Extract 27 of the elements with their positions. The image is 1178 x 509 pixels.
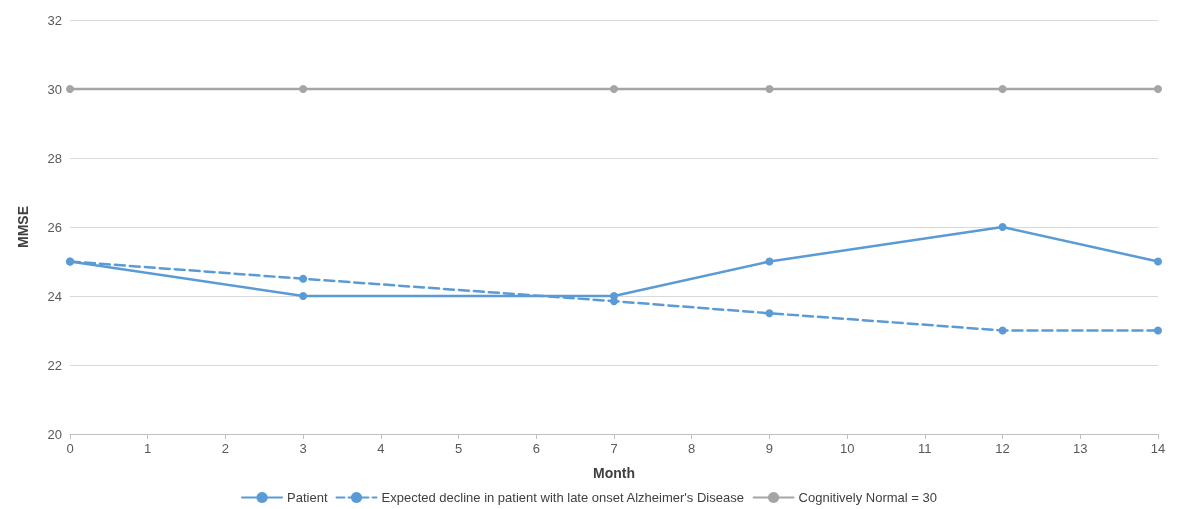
x-tick-label: 2 <box>221 441 230 456</box>
y-tick-label: 26 <box>47 219 62 235</box>
x-tick-label: 0 <box>66 441 74 456</box>
x-tick-label: 11 <box>918 441 932 456</box>
x-tick-label: 14 <box>1150 441 1166 456</box>
x-tick-label: 7 <box>610 441 618 456</box>
y-tick-label: 24 <box>47 288 62 304</box>
legend-label: Patient <box>287 490 328 505</box>
x-tick-label: 4 <box>377 441 385 456</box>
x-tick-label: 10 <box>839 441 855 456</box>
legend-label: Cognitively Normal = 30 <box>798 490 937 505</box>
x-tick-label: 6 <box>532 441 540 456</box>
legend-label: Expected decline in patient with late onset Alzheimer's Disease <box>381 490 744 505</box>
x-tick-label: 1 <box>144 441 152 456</box>
x-tick-label: 12 <box>995 441 1010 456</box>
x-tick-label: 9 <box>765 441 774 456</box>
x-tick-label: 13 <box>1073 441 1088 456</box>
y-tick-label: 20 <box>47 426 62 442</box>
x-tick-label: 8 <box>688 441 696 456</box>
x-tick-label: 3 <box>299 441 307 456</box>
y-tick-label: 32 <box>47 12 62 28</box>
y-tick-label: 30 <box>47 81 62 97</box>
y-axis-title: MMSE <box>15 206 31 248</box>
y-tick-label: 22 <box>47 357 62 373</box>
x-axis-title: Month <box>593 465 635 481</box>
y-tick-label: 28 <box>47 150 62 166</box>
x-tick-label: 5 <box>454 441 463 456</box>
